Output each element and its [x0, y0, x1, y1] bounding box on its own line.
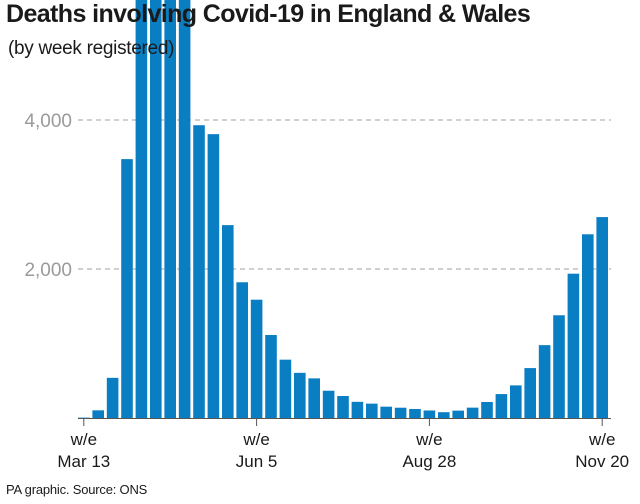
y-tick-label: 2,000 [24, 260, 72, 281]
x-tick-label-line2: Mar 13 [57, 452, 110, 471]
x-axis [78, 418, 611, 426]
bar [150, 0, 162, 419]
bar [495, 394, 508, 418]
bar [308, 378, 320, 418]
y-tick-label: 4,000 [24, 111, 72, 132]
bar [337, 396, 349, 418]
bar [524, 368, 536, 418]
bar [582, 234, 594, 418]
x-tick-label-line1: w/e [588, 430, 615, 449]
bar [596, 217, 608, 418]
bar [466, 407, 479, 418]
bar [92, 410, 104, 418]
bar [294, 372, 306, 418]
bar [481, 401, 493, 418]
bar [394, 407, 407, 418]
bar [193, 125, 205, 418]
bar [164, 0, 176, 418]
bar [222, 225, 234, 418]
bar [452, 410, 464, 418]
bar [553, 315, 565, 418]
x-tick-label-line2: Aug 28 [402, 452, 456, 471]
bar [351, 401, 364, 418]
x-tick-label-line1: w/e [70, 430, 97, 449]
bar [236, 282, 248, 418]
bar [438, 412, 450, 418]
bars [78, 0, 608, 419]
x-tick-label-line1: w/e [242, 430, 269, 449]
bar [279, 359, 292, 418]
x-tick-label-line1: w/e [415, 430, 442, 449]
bar [366, 403, 378, 418]
chart-title: Deaths involving Covid-19 in England & W… [6, 0, 531, 28]
gridlines [78, 119, 611, 270]
bar [78, 417, 90, 419]
bar [380, 406, 392, 418]
chart-subtitle: (by week registered) [8, 38, 175, 59]
bar [409, 408, 421, 418]
bar [121, 159, 133, 419]
source-note: PA graphic. Source: ONS [6, 482, 148, 497]
bar [207, 134, 220, 418]
bar [322, 390, 335, 418]
x-tick-label-line2: Nov 20 [575, 452, 629, 471]
x-tick-label-line2: Jun 5 [236, 452, 278, 471]
bar [510, 385, 522, 418]
bar [538, 345, 551, 418]
bar [423, 410, 436, 418]
bar [250, 299, 263, 418]
bar [567, 273, 580, 418]
bar [265, 335, 277, 418]
bar [178, 0, 191, 419]
bar [135, 0, 148, 418]
bar [106, 377, 119, 418]
